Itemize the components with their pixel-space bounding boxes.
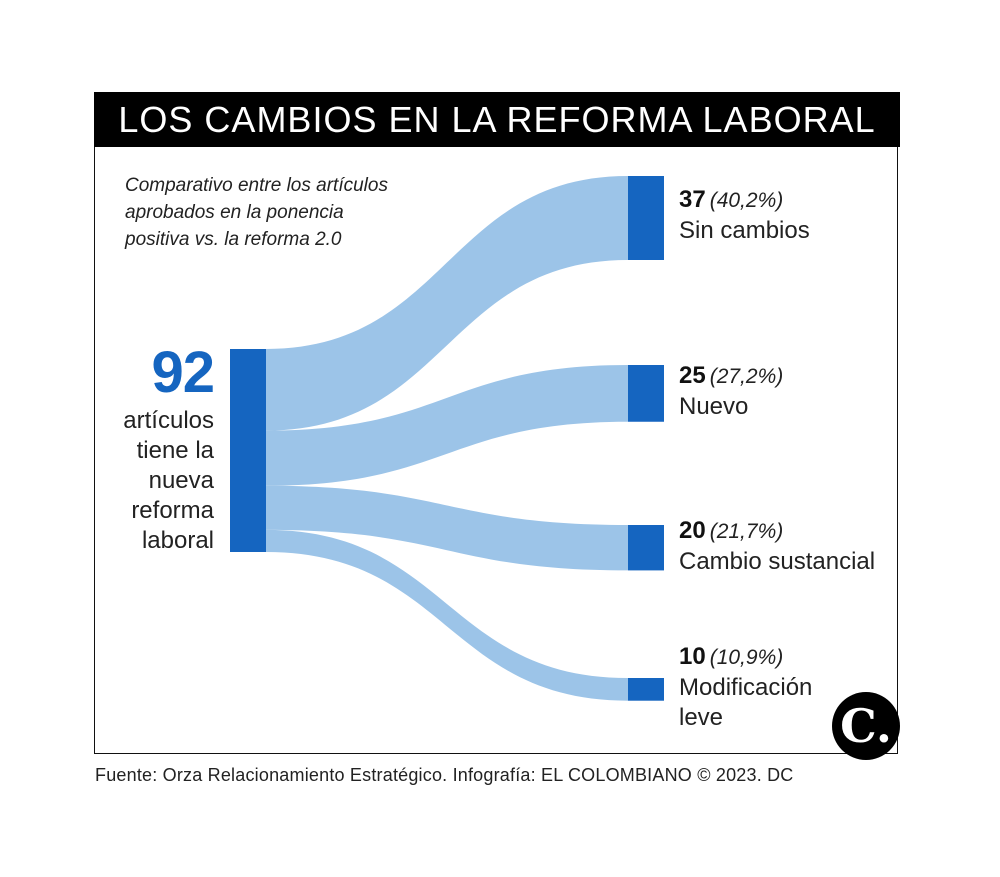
category-count: 37 bbox=[679, 186, 706, 213]
chart-title: LOS CAMBIOS EN LA REFORMA LABORAL bbox=[94, 92, 900, 147]
category-label-nuevo: 25 (27,2%) Nuevo bbox=[679, 361, 783, 422]
category-count: 25 bbox=[679, 362, 706, 389]
chart-subtitle: Comparativo entre los artículos aprobado… bbox=[125, 172, 425, 253]
total-label: artículos tiene la nueva reforma laboral bbox=[123, 406, 214, 556]
subtitle-line: Comparativo entre los artículos bbox=[125, 175, 388, 196]
el-colombiano-logo-icon: C. bbox=[832, 692, 900, 760]
total-number: 92 bbox=[151, 340, 215, 405]
category-percentage: (10,9%) bbox=[709, 646, 784, 669]
source-node bbox=[230, 349, 266, 552]
target-node-nuevo bbox=[628, 365, 664, 422]
category-name: leve bbox=[679, 704, 724, 731]
target-node-cambio-sustancial bbox=[628, 525, 664, 571]
flow-cambio-sustancial bbox=[266, 485, 628, 571]
flow-sin-cambios bbox=[266, 176, 628, 431]
category-label-sin-cambios: 37 (40,2%) Sin cambios bbox=[679, 185, 810, 246]
total-label-line: artículos bbox=[123, 407, 214, 434]
target-node-sin-cambios bbox=[628, 176, 664, 260]
category-name: Sin cambios bbox=[679, 217, 810, 244]
total-label-line: reforma bbox=[131, 497, 214, 524]
category-name: Modificación bbox=[679, 674, 813, 701]
total-label-line: tiene la bbox=[136, 437, 214, 464]
total-label-line: laboral bbox=[141, 527, 214, 554]
category-percentage: (27,2%) bbox=[709, 365, 784, 388]
category-name: Nuevo bbox=[679, 393, 749, 420]
category-count: 20 bbox=[679, 517, 706, 544]
subtitle-line: positiva vs. la reforma 2.0 bbox=[125, 229, 342, 250]
category-label-cambio-sustancial: 20 (21,7%) Cambio sustancial bbox=[679, 516, 875, 577]
category-percentage: (21,7%) bbox=[709, 520, 784, 543]
category-percentage: (40,2%) bbox=[709, 189, 784, 212]
flow-modificacion-leve bbox=[266, 529, 628, 701]
source-credit: Fuente: Orza Relacionamiento Estratégico… bbox=[95, 765, 794, 785]
category-name: Cambio sustancial bbox=[679, 548, 876, 575]
subtitle-line: aprobados en la ponencia bbox=[125, 202, 344, 223]
chart-frame bbox=[94, 92, 898, 754]
category-count: 10 bbox=[679, 643, 706, 670]
total-label-line: nueva bbox=[148, 467, 214, 494]
target-node-modificacion-leve bbox=[628, 678, 664, 701]
total-block: 92 artículos tiene la nueva reforma labo… bbox=[123, 340, 215, 556]
category-label-modificacion-leve: 10 (10,9%) Modificación leve bbox=[679, 642, 812, 733]
flow-nuevo bbox=[266, 365, 628, 486]
